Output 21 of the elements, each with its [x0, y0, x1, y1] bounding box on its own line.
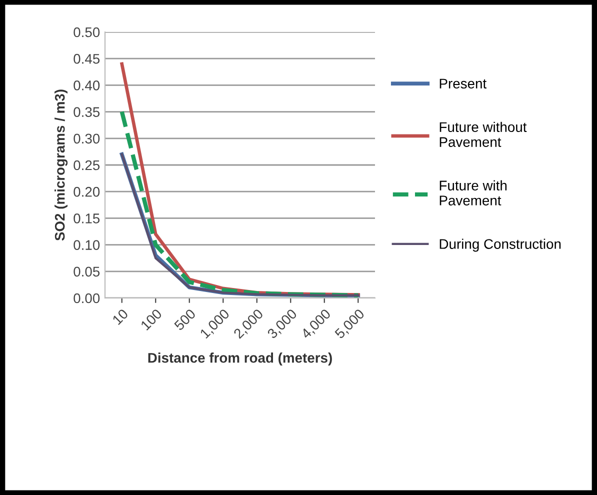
legend-label: Future without Pavement	[440, 122, 527, 147]
y-tick-label: 0.40	[74, 80, 100, 90]
y-tick-label: 0.30	[74, 134, 100, 144]
y-tick-label: 0.45	[74, 54, 100, 64]
y-tick-label: 0.00	[74, 293, 100, 304]
legend-label: Future with Pavement	[440, 180, 507, 206]
y-tick-label: 0.25	[74, 160, 100, 170]
x-tick-label: 10	[112, 308, 129, 326]
line-series	[120, 110, 360, 298]
x-tick-label: 500	[174, 308, 196, 331]
y-tick-label: 0.05	[74, 266, 100, 277]
legend-label: During Construction	[440, 238, 561, 252]
x-tick-label: 100	[140, 308, 162, 331]
y-axis-title: SO2 (micrograms / m3)	[54, 90, 68, 241]
y-tick-label: 0.20	[74, 186, 100, 197]
y-tick-label: 0.10	[74, 240, 100, 250]
y-tick-label: 0.15	[74, 214, 100, 224]
y-tick-label: 0.50	[74, 27, 100, 38]
y-tick-label: 0.35	[74, 107, 100, 117]
x-axis-title: Distance from road (meters)	[148, 352, 332, 366]
legend-label: Present	[440, 78, 486, 89]
